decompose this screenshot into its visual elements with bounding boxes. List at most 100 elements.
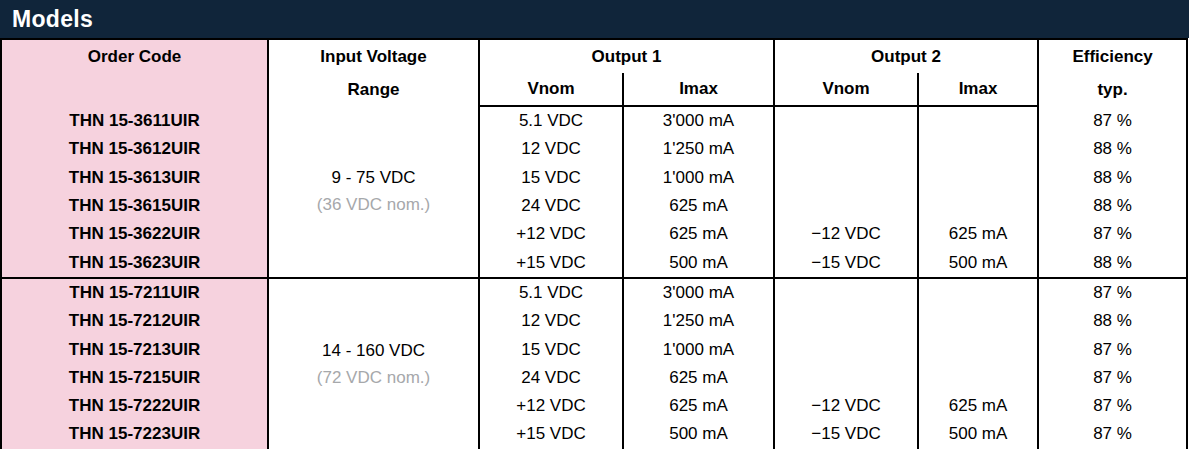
out1-imax-cell: 500 mA	[623, 248, 774, 277]
out1-vnom-cell: 24 VDC	[479, 192, 623, 220]
efficiency-cell: 88 %	[1038, 192, 1187, 220]
models-table: Order Code Input Voltage Range Output 1 …	[0, 38, 1188, 449]
out2-vnom-cell	[774, 364, 918, 392]
efficiency-cell: 88 %	[1038, 248, 1187, 277]
out2-imax-cell: 500 mA	[918, 248, 1038, 277]
efficiency-cell: 88 %	[1038, 307, 1187, 335]
out1-vnom-cell: +15 VDC	[479, 248, 623, 277]
out2-vnom-cell	[774, 335, 918, 363]
efficiency-cell: 87 %	[1038, 220, 1187, 248]
col-header-out2-imax: Imax	[918, 73, 1038, 106]
col-header-out1-vnom: Vnom	[479, 73, 623, 106]
order-code-cell: THN 15-7223UIR	[1, 420, 268, 449]
input-range-value: 14 - 160 VDC	[269, 337, 478, 364]
order-code-cell: THN 15-3623UIR	[1, 248, 268, 277]
order-code-cell: THN 15-3612UIR	[1, 135, 268, 163]
out2-vnom-cell: −15 VDC	[774, 420, 918, 449]
out2-imax-cell	[918, 135, 1038, 163]
out1-imax-cell: 625 mA	[623, 192, 774, 220]
order-code-cell: THN 15-7212UIR	[1, 307, 268, 335]
input-nominal-value: (72 VDC nom.)	[269, 364, 478, 391]
out2-imax-cell: 625 mA	[918, 220, 1038, 248]
out1-imax-cell: 1'250 mA	[623, 307, 774, 335]
table-row: THN 15-7212UIR 12 VDC 1'250 mA 88 %	[1, 307, 1187, 335]
table-row: THN 15-7222UIR +12 VDC 625 mA −12 VDC 62…	[1, 392, 1187, 420]
col-header-order-code-label: Order Code	[2, 40, 267, 74]
section-title: Models	[12, 6, 93, 33]
col-header-output2: Output 2	[774, 39, 1038, 73]
order-code-cell: THN 15-7215UIR	[1, 364, 268, 392]
out2-imax-cell	[918, 278, 1038, 307]
out1-vnom-cell: 12 VDC	[479, 135, 623, 163]
order-code-cell: THN 15-7222UIR	[1, 392, 268, 420]
col-header-out2-vnom: Vnom	[774, 73, 918, 106]
table-row: THN 15-3623UIR +15 VDC 500 mA −15 VDC 50…	[1, 248, 1187, 277]
efficiency-cell: 88 %	[1038, 164, 1187, 192]
out1-vnom-cell: 5.1 VDC	[479, 278, 623, 307]
out2-vnom-cell: −15 VDC	[774, 248, 918, 277]
order-code-cell: THN 15-3622UIR	[1, 220, 268, 248]
efficiency-cell: 87 %	[1038, 392, 1187, 420]
input-voltage-cell: 14 - 160 VDC (72 VDC nom.)	[268, 278, 479, 449]
efficiency-cell: 87 %	[1038, 335, 1187, 363]
table-row: THN 15-7215UIR 24 VDC 625 mA 87 %	[1, 364, 1187, 392]
out1-vnom-cell: +12 VDC	[479, 220, 623, 248]
out1-imax-cell: 625 mA	[623, 220, 774, 248]
out1-imax-cell: 500 mA	[623, 420, 774, 449]
out2-imax-cell	[918, 307, 1038, 335]
out1-vnom-cell: 24 VDC	[479, 364, 623, 392]
out2-vnom-cell	[774, 106, 918, 135]
section-title-bar: Models	[0, 0, 1189, 38]
out1-vnom-cell: +12 VDC	[479, 392, 623, 420]
out2-vnom-cell	[774, 192, 918, 220]
efficiency-cell: 87 %	[1038, 420, 1187, 449]
out2-imax-cell	[918, 106, 1038, 135]
table-row: THN 15-3612UIR 12 VDC 1'250 mA 88 %	[1, 135, 1187, 163]
table-row: THN 15-3613UIR 15 VDC 1'000 mA 88 %	[1, 164, 1187, 192]
order-code-cell: THN 15-3611UIR	[1, 106, 268, 135]
table-row: THN 15-3611UIR 9 - 75 VDC (36 VDC nom.) …	[1, 106, 1187, 135]
out1-vnom-cell: 5.1 VDC	[479, 106, 623, 135]
table-row: THN 15-3615UIR 24 VDC 625 mA 88 %	[1, 192, 1187, 220]
out1-imax-cell: 625 mA	[623, 364, 774, 392]
out2-vnom-cell	[774, 278, 918, 307]
efficiency-label-line2: typ.	[1039, 73, 1186, 106]
table-row: THN 15-7213UIR 15 VDC 1'000 mA 87 %	[1, 335, 1187, 363]
out1-imax-cell: 1'250 mA	[623, 135, 774, 163]
out1-imax-cell: 3'000 mA	[623, 278, 774, 307]
efficiency-cell: 88 %	[1038, 135, 1187, 163]
out1-imax-cell: 3'000 mA	[623, 106, 774, 135]
order-code-cell: THN 15-7211UIR	[1, 278, 268, 307]
col-header-output1: Output 1	[479, 39, 774, 73]
table-row: THN 15-3622UIR +12 VDC 625 mA −12 VDC 62…	[1, 220, 1187, 248]
table-row: THN 15-7223UIR +15 VDC 500 mA −15 VDC 50…	[1, 420, 1187, 449]
out1-imax-cell: 625 mA	[623, 392, 774, 420]
out2-imax-cell	[918, 192, 1038, 220]
order-code-cell: THN 15-3615UIR	[1, 192, 268, 220]
out2-vnom-cell	[774, 164, 918, 192]
out1-imax-cell: 1'000 mA	[623, 164, 774, 192]
out2-imax-cell: 625 mA	[918, 392, 1038, 420]
input-voltage-cell: 9 - 75 VDC (36 VDC nom.)	[268, 106, 479, 278]
out2-imax-cell	[918, 364, 1038, 392]
col-header-order-code: Order Code	[1, 39, 268, 106]
out1-vnom-cell: +15 VDC	[479, 420, 623, 449]
out1-vnom-cell: 15 VDC	[479, 164, 623, 192]
input-range-value: 9 - 75 VDC	[269, 164, 478, 191]
header-row-1: Order Code Input Voltage Range Output 1 …	[1, 39, 1187, 73]
datasheet-page: Models Order Code Input Voltage Range Ou…	[0, 0, 1189, 449]
efficiency-label-line1: Efficiency	[1039, 40, 1186, 73]
col-header-input-voltage: Input Voltage Range	[268, 39, 479, 106]
out2-imax-cell: 500 mA	[918, 420, 1038, 449]
table-row: THN 15-7211UIR 14 - 160 VDC (72 VDC nom.…	[1, 278, 1187, 307]
input-voltage-label-line2: Range	[269, 73, 478, 106]
out2-imax-cell	[918, 164, 1038, 192]
efficiency-cell: 87 %	[1038, 278, 1187, 307]
out2-vnom-cell: −12 VDC	[774, 220, 918, 248]
efficiency-cell: 87 %	[1038, 106, 1187, 135]
out1-vnom-cell: 15 VDC	[479, 335, 623, 363]
order-code-cell: THN 15-7213UIR	[1, 335, 268, 363]
out2-imax-cell	[918, 335, 1038, 363]
input-voltage-label-line1: Input Voltage	[269, 40, 478, 73]
efficiency-cell: 87 %	[1038, 364, 1187, 392]
